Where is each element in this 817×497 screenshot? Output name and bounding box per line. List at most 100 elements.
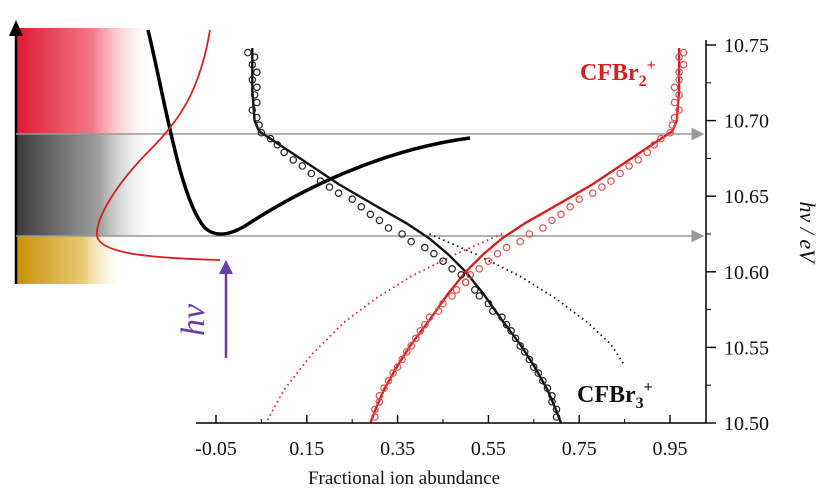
cfbr3-data-point	[244, 48, 252, 57]
cfbr2-data-point	[484, 257, 493, 266]
upper-energy-band	[16, 28, 156, 134]
x-tick-label: 0.35	[380, 438, 415, 460]
cfbr2-data-point	[557, 210, 565, 219]
cfbr3-data-point	[520, 348, 529, 356]
cfbr2-series-label: CFBr2+	[580, 57, 656, 90]
cfbr2-data-point	[448, 292, 456, 300]
cfbr2-data-point	[461, 278, 470, 287]
cfbr3-data-point	[250, 91, 259, 99]
cfbr2-data-point	[588, 189, 597, 198]
cfbr2-data-point	[475, 264, 484, 273]
cfbr3-data-point	[316, 177, 325, 185]
y-axis-title: hv / eV	[795, 201, 817, 265]
cfbr3-data-point	[552, 405, 561, 414]
cfbr2-data-point	[439, 299, 447, 308]
cfbr3-data-point	[552, 413, 561, 421]
cfbr3-data-point	[325, 183, 334, 191]
cfbr3-data-point	[289, 156, 298, 164]
cfbr2-data-point	[516, 237, 525, 246]
photon-arrow-icon	[219, 260, 233, 274]
x-tick-label: -0.05	[195, 438, 237, 460]
cfbr2-data-point	[402, 348, 411, 356]
cfbr3-extrapolation-line	[429, 233, 626, 366]
cfbr3-data-point	[307, 169, 316, 178]
cfbr3-data-point	[253, 68, 261, 77]
cfbr3-data-point	[489, 307, 497, 315]
cfbr2-data-point	[411, 334, 420, 343]
cfbr2-data-point	[466, 270, 475, 279]
cfbr3-data-point	[384, 224, 393, 232]
cfbr2-data-point	[607, 177, 615, 185]
cfbr2-data-point	[670, 83, 679, 92]
y-tick-label: 10.60	[724, 262, 769, 284]
cfbr2-data-point	[616, 169, 624, 178]
cfbr2-data-point	[393, 363, 402, 371]
cfbr3-data-point	[248, 60, 257, 69]
y-tick-label: 10.75	[724, 35, 769, 57]
cfbr3-data-point	[348, 195, 357, 204]
cfbr3-data-point	[439, 257, 447, 266]
cfbr2-data-point	[643, 148, 652, 157]
cfbr3-data-point	[534, 369, 543, 377]
cfbr2-data-point	[670, 113, 679, 122]
cfbr2-data-point	[389, 369, 397, 377]
cfbr2-data-point	[380, 384, 388, 393]
cfbr3-data-point	[548, 397, 556, 406]
cfbr3-data-point	[448, 264, 456, 273]
cfbr3-data-point	[257, 128, 266, 137]
cfbr2-data-point	[416, 326, 425, 335]
cfbr2-data-point	[425, 313, 434, 322]
cfbr3-data-point	[375, 216, 384, 225]
cfbr3-data-point	[525, 355, 534, 364]
cfbr2-data-point	[675, 91, 683, 99]
cfbr3-data-point	[407, 237, 416, 246]
cfbr3-data-point	[357, 203, 366, 211]
y-tick-label: 10.65	[724, 186, 769, 208]
cfbr2-data-point	[679, 48, 688, 57]
cfbr2-data-point	[675, 76, 683, 84]
cfbr3-data-point	[266, 134, 275, 143]
cfbr2-data-point	[598, 183, 606, 191]
cfbr3-data-point	[255, 121, 263, 129]
hv-label: hv	[175, 303, 212, 336]
cfbr2-data-point	[371, 405, 379, 414]
cfbr2-data-point	[625, 162, 633, 170]
cfbr2-data-point	[548, 216, 556, 225]
cfbr2-data-point	[371, 413, 379, 421]
energy-axis-arrow-icon	[9, 20, 23, 36]
y-tick-label: 10.50	[724, 413, 769, 435]
cfbr2-data-point	[679, 60, 688, 69]
cfbr3-data-point	[253, 98, 261, 107]
cfbr3-data-point	[334, 189, 343, 198]
y-tick-label: 10.55	[724, 337, 769, 359]
x-axis-title: Fractional ion abundance	[308, 468, 500, 489]
cfbr2-data-point	[398, 355, 406, 364]
cfbr3-data-point	[248, 76, 257, 84]
cfbr2-data-point	[575, 195, 584, 204]
cfbr3-data-point	[273, 141, 282, 149]
cfbr2-data-point	[657, 134, 665, 143]
cfbr3-data-point	[502, 320, 511, 329]
cfbr2-data-point	[502, 243, 511, 252]
cfbr3-data-point	[280, 148, 288, 157]
cfbr2-data-point	[452, 286, 461, 294]
cfbr3-data-point	[484, 299, 493, 308]
cfbr3-data-point	[366, 210, 375, 219]
middle-energy-band	[16, 134, 156, 236]
cfbr2-data-point	[384, 376, 393, 385]
x-tick-label: 0.75	[562, 438, 597, 460]
cfbr2-extrapolation-line	[265, 233, 503, 424]
cfbr3-data-point	[543, 384, 552, 393]
energy-distribution-curve	[96, 29, 221, 261]
x-tick-label: 0.95	[653, 438, 688, 460]
lower-energy-band	[16, 236, 126, 284]
cfbr2-data-point	[407, 342, 416, 350]
cfbr3-data-point	[475, 292, 484, 300]
x-tick-label: 0.55	[471, 438, 506, 460]
cfbr2-data-point	[525, 230, 534, 238]
cfbr2-data-point	[650, 141, 658, 149]
cfbr3-data-point	[529, 363, 538, 371]
cfbr3-data-point	[511, 334, 520, 343]
